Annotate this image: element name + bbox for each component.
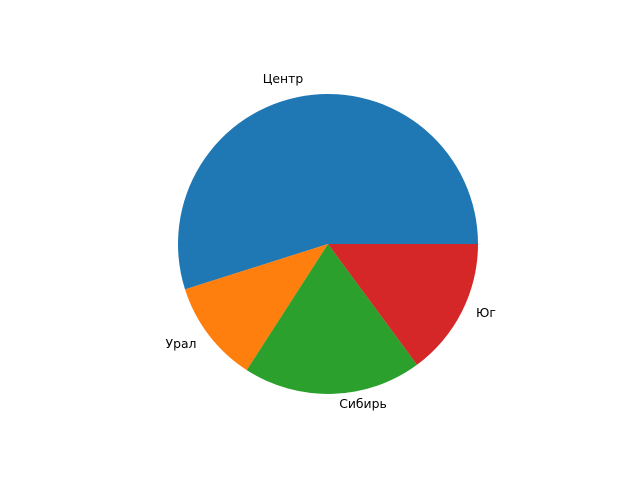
pie-wedge-1[interactable] (178, 94, 478, 290)
wedge-label-yug: Юг (476, 304, 496, 320)
wedge-label-centr: Центр (262, 70, 304, 86)
pie-wedge-group (178, 94, 478, 394)
wedge-label-ural: Урал (165, 335, 197, 351)
wedge-label-sibir: Сибирь (339, 395, 387, 411)
pie-wedge-4[interactable] (328, 244, 478, 365)
pie-wedge-3[interactable] (246, 244, 418, 394)
pie-wedge-2[interactable] (185, 244, 328, 371)
